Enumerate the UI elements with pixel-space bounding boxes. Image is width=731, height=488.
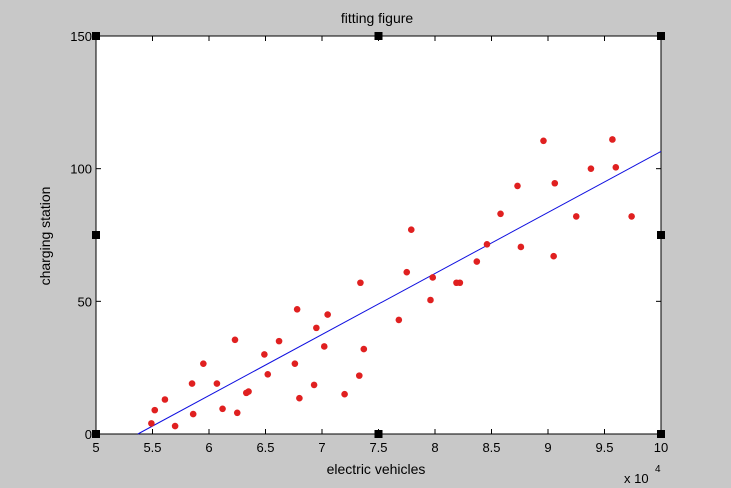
selection-handles[interactable] [92, 32, 665, 438]
x-tick-label: 9.5 [595, 440, 613, 455]
data-point [407, 226, 415, 233]
data-point [341, 390, 348, 398]
y-tick-label: 100 [70, 162, 92, 177]
x-tick-label: 7.5 [369, 440, 387, 455]
fit-line [137, 150, 662, 435]
data-point [189, 410, 197, 418]
data-point [403, 268, 411, 276]
data-point [514, 182, 521, 190]
y-tick-label: 50 [78, 294, 92, 309]
data-point [355, 372, 363, 379]
selection-handle[interactable] [657, 430, 665, 438]
data-point [320, 343, 328, 350]
data-point [360, 345, 368, 353]
data-point [291, 360, 299, 367]
data-point [151, 406, 159, 414]
data-point [171, 422, 179, 430]
data-point [483, 240, 491, 248]
selection-handle[interactable] [92, 231, 100, 239]
data-point [395, 316, 403, 324]
x-tick-label: 10 [654, 440, 668, 455]
data-point [293, 305, 301, 313]
x-tick-label: 7 [318, 440, 325, 455]
selection-handle[interactable] [374, 430, 383, 438]
data-point [324, 311, 331, 318]
data-point [275, 337, 283, 345]
data-point [587, 165, 595, 172]
x-tick-label: 6.5 [256, 440, 274, 455]
x-axis-label: electric vehicles [327, 461, 426, 477]
data-point [264, 371, 272, 378]
data-point [551, 179, 559, 187]
data-point [609, 136, 616, 143]
data-point [213, 380, 221, 387]
data-point [429, 274, 437, 281]
data-point [357, 279, 364, 287]
y-tick-label: 0 [85, 427, 92, 442]
selection-handle[interactable] [92, 430, 100, 438]
data-point [148, 420, 155, 427]
x-tick-label: 9 [544, 440, 551, 455]
data-point [313, 324, 320, 332]
y-axis-label: charging station [37, 187, 53, 286]
data-point [427, 296, 434, 304]
data-point [550, 252, 557, 260]
data-point [612, 164, 620, 171]
data-point [572, 213, 580, 220]
selection-handle[interactable] [657, 32, 665, 40]
x-axis-multiplier-exponent: 4 [655, 464, 661, 475]
y-tick-label: 150 [70, 29, 92, 44]
x-tick-label: 5.5 [143, 440, 161, 455]
data-point [517, 243, 525, 251]
selection-handle[interactable] [657, 231, 665, 239]
data-point [456, 279, 464, 287]
data-point [161, 396, 169, 403]
data-point [200, 360, 207, 367]
x-axis-multiplier: x 10 [624, 471, 649, 486]
data-point [628, 213, 635, 220]
data-point [231, 336, 239, 344]
data-point [233, 409, 241, 417]
x-tick-label: 6 [205, 440, 212, 455]
x-tick-label: 5 [92, 440, 99, 455]
plot-area [95, 35, 662, 435]
data-point [261, 351, 268, 358]
data-point [473, 258, 481, 265]
data-point [540, 137, 547, 145]
data-point [219, 405, 226, 413]
data-point [497, 210, 504, 218]
data-point [188, 380, 196, 387]
x-tick-label: 8.5 [482, 440, 500, 455]
selection-handle[interactable] [374, 32, 383, 40]
x-tick-label: 8 [431, 440, 438, 455]
data-points [148, 136, 635, 430]
data-point [310, 381, 318, 389]
chart-title: fitting figure [341, 10, 414, 26]
selection-handle[interactable] [92, 32, 100, 40]
data-point [245, 388, 252, 395]
data-point [296, 394, 303, 402]
